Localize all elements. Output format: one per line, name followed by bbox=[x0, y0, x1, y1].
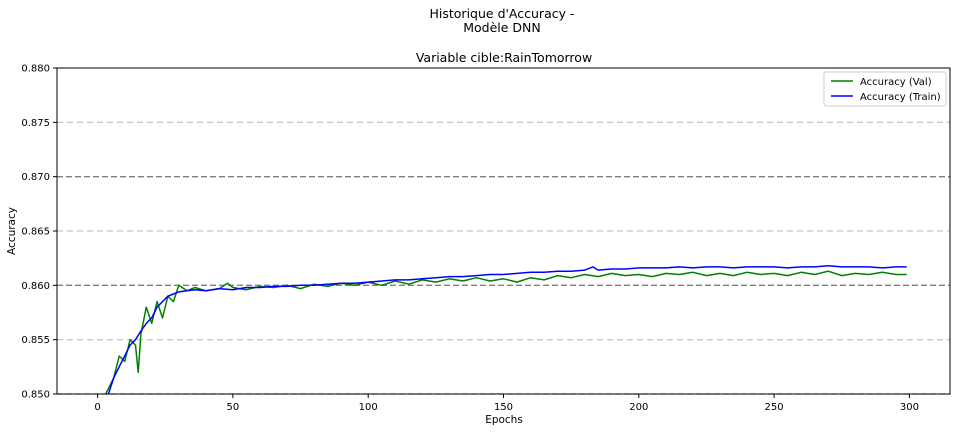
y-tick-label-6: 0.880 bbox=[21, 64, 50, 75]
legend-box bbox=[823, 71, 947, 107]
x-tick-label-3: 150 bbox=[494, 402, 513, 413]
legend-label-val: Accuracy (Val) bbox=[860, 77, 932, 88]
y-tick-label-1: 0.855 bbox=[21, 335, 50, 346]
series-line-train bbox=[107, 265, 907, 394]
x-tick-label-5: 250 bbox=[765, 402, 784, 413]
y-axis-label: Accuracy bbox=[6, 207, 18, 255]
y-tick-label-0: 0.850 bbox=[21, 390, 50, 401]
legend: Accuracy (Val) Accuracy (Train) bbox=[823, 71, 947, 107]
x-tick-label-4: 200 bbox=[629, 402, 648, 413]
chart-title: Variable cible:RainTomorrow bbox=[416, 50, 592, 65]
plot-frame bbox=[56, 67, 951, 395]
x-tick-label-2: 100 bbox=[359, 402, 378, 413]
chart-suptitle-line-1: Historique d'Accuracy - bbox=[430, 6, 575, 21]
x-tick-label-6: 300 bbox=[900, 402, 919, 413]
y-tick-label-4: 0.870 bbox=[21, 172, 50, 183]
chart-suptitle-line-2: Modèle DNN bbox=[463, 20, 541, 35]
legend-label-train: Accuracy (Train) bbox=[860, 92, 941, 103]
series-line-val bbox=[104, 270, 907, 394]
y-tick-label-2: 0.860 bbox=[21, 281, 50, 292]
y-tick-label-3: 0.865 bbox=[21, 227, 50, 238]
x-tick-label-1: 50 bbox=[227, 402, 240, 413]
x-axis-label: Epochs bbox=[485, 414, 523, 426]
x-tick-label-0: 0 bbox=[94, 402, 100, 413]
y-tick-label-5: 0.875 bbox=[21, 118, 50, 129]
